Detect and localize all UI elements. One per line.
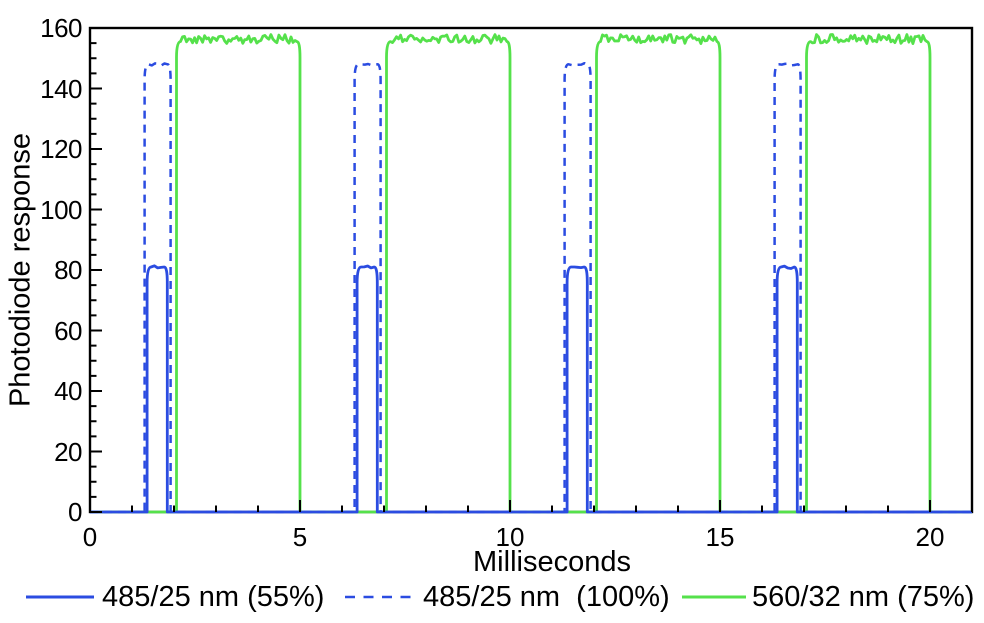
y-tick-label-80: 80	[54, 255, 82, 285]
x-tick-label-5: 5	[292, 522, 308, 552]
y-tick-label-0: 0	[68, 497, 82, 527]
legend-sample-solid-green	[682, 595, 746, 599]
series-line-1	[90, 61, 972, 514]
legend-sample-solid-blue	[26, 595, 94, 599]
legend-sample-dashed-blue	[345, 595, 413, 599]
x-tick-label-20: 20	[915, 522, 945, 552]
legend-label-485-55: 485/25 nm (55%)	[102, 581, 325, 613]
y-tick-label-120: 120	[40, 134, 82, 164]
x-tick-label-10: 10	[495, 522, 525, 552]
series-line-2	[90, 33, 972, 514]
x-axis-title: Milliseconds	[473, 546, 631, 578]
y-tick-label-20: 20	[54, 436, 82, 467]
x-tick-label-0: 0	[82, 522, 98, 552]
plot-frame	[88, 26, 974, 514]
series-line-0	[90, 264, 972, 514]
y-tick-label-140: 140	[40, 73, 82, 104]
legend-label-485-100: 485/25 nm (100%)	[423, 581, 670, 613]
y-tick-label-160: 160	[40, 13, 82, 43]
axis-ticks	[89, 27, 973, 513]
x-tick-label-15: 15	[705, 522, 735, 552]
legend-label-560-75: 560/32 nm (75%)	[752, 581, 975, 613]
y-tick-label-40: 40	[54, 376, 82, 406]
y-tick-label-60: 60	[54, 315, 82, 346]
y-tick-label-100: 100	[40, 194, 82, 225]
